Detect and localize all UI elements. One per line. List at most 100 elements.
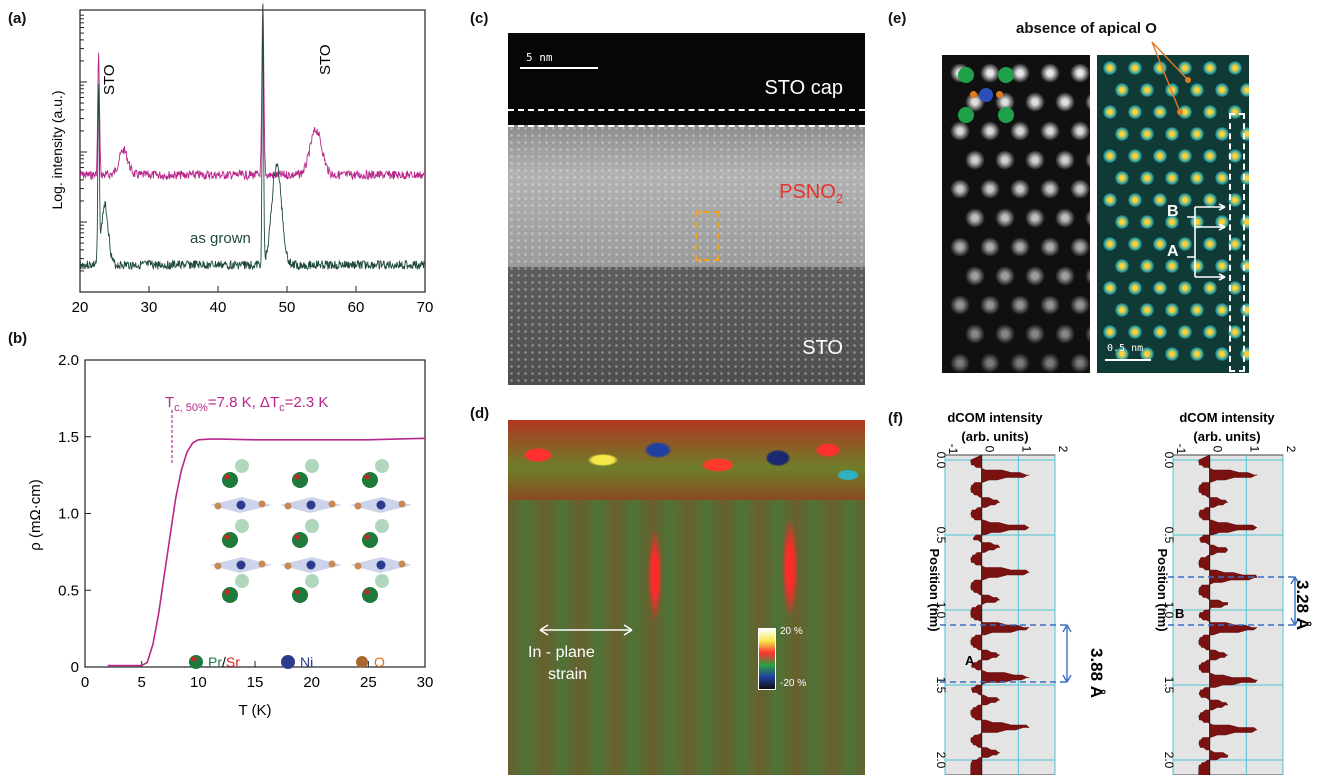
dcom-atom	[1215, 347, 1229, 361]
xrd-as-grown-label: as grown	[190, 230, 251, 247]
profile-xtick-label: 0	[983, 446, 997, 453]
o-atom	[284, 562, 292, 570]
o-atom	[354, 562, 362, 570]
atom-column	[1070, 353, 1090, 373]
atom-column	[950, 179, 970, 199]
atom-column	[965, 150, 985, 170]
f-left-label-a: A	[965, 653, 975, 668]
psno2-layer	[508, 125, 865, 267]
dcom-atom	[1140, 171, 1154, 185]
dcom-atom	[1153, 237, 1167, 251]
xrd-chart: 20 30 40 50 60 70 STO STO as grown Log. inten…	[49, 3, 433, 316]
atom-column	[1070, 295, 1090, 315]
dcom-atom	[1178, 193, 1192, 207]
scalebar-e-label: 0.5 nm	[1107, 343, 1144, 354]
haadf-stem-image: 5 nm STO cap PSNO2 STO	[508, 33, 865, 385]
dcom-atom	[1215, 259, 1229, 273]
atom-column	[980, 295, 1000, 315]
xrd-curve-as-grown	[79, 4, 426, 271]
pr-sr-atom	[235, 459, 249, 473]
in-plane-label-1: In - plane	[528, 644, 595, 661]
atom-column	[980, 179, 1000, 199]
o-atom	[354, 502, 362, 510]
pr-sr-atom	[292, 587, 308, 603]
dcom-atom	[1140, 127, 1154, 141]
ni-atom	[306, 560, 316, 570]
dcom-atom	[1153, 149, 1167, 163]
atom-column	[950, 353, 970, 373]
atom-column	[1040, 63, 1060, 83]
dcom-atom	[1203, 193, 1217, 207]
rho-ylabel: ρ (mΩ·cm)	[27, 479, 44, 550]
scale-max-label: 20 %	[780, 626, 803, 637]
dcom-atom	[1115, 347, 1129, 361]
scalebar-c	[520, 67, 598, 69]
panel-label-b: (b)	[8, 330, 28, 347]
pr-sr-atom	[235, 574, 249, 588]
atom-column	[1010, 121, 1030, 141]
lattice-texture	[508, 125, 865, 385]
dcom-atom	[1153, 325, 1167, 339]
dcom-atom	[1140, 83, 1154, 97]
pr-sr-atom	[375, 459, 389, 473]
atom-column	[950, 237, 970, 257]
svg-text:Ni: Ni	[300, 654, 313, 670]
dcom-atom	[1153, 105, 1167, 119]
rho-ytick-label: 0	[71, 659, 79, 676]
dcom-atom	[1203, 281, 1217, 295]
xrd-ylabel: Log. intensity (a.u.)	[49, 90, 65, 209]
crystal-structure-illustration	[210, 459, 412, 603]
profile-ytick-label: 1.5	[934, 677, 948, 694]
xrd-sto-label-2: STO	[317, 44, 334, 75]
atom-column	[995, 150, 1015, 170]
dcom-atom	[1165, 259, 1179, 273]
xrd-plot-frame	[79, 9, 426, 293]
pr-sr-atom	[235, 519, 249, 533]
profile-ytick-label: 1.0	[934, 602, 948, 619]
profile-xtick-label: 1	[1019, 446, 1033, 453]
dcom-atom	[1178, 237, 1192, 251]
ni-atom	[236, 560, 246, 570]
dcom-atom	[1115, 303, 1129, 317]
profile-ytick-label: 0.0	[934, 452, 948, 469]
rho-xtick-label: 25	[360, 674, 377, 691]
atom-column	[1040, 179, 1060, 199]
dcom-atom	[1165, 171, 1179, 185]
profile-xtick-label: 1	[1247, 446, 1261, 453]
dcom-atom	[1215, 127, 1229, 141]
atom-column	[1010, 237, 1030, 257]
pr-sr-atom	[362, 532, 378, 548]
sto-cap-label: STO cap	[764, 77, 843, 99]
profile-xtick-label: -1	[946, 444, 960, 455]
rho-ytick-label: 1.5	[58, 429, 79, 446]
dcom-profile	[1198, 454, 1258, 775]
ni-atom	[306, 500, 316, 510]
atom-column	[995, 208, 1015, 228]
dcom-atom	[1103, 237, 1117, 251]
dcom-atom	[1153, 193, 1167, 207]
o-atom	[258, 560, 266, 568]
dcom-atom	[1165, 303, 1179, 317]
f-left-title-1: dCOM intensity	[947, 410, 1043, 425]
o-atom	[328, 560, 336, 568]
panel-label-d: (d)	[470, 405, 490, 422]
profile-ytick-label: 2.0	[934, 752, 948, 769]
atom-column	[1025, 266, 1045, 286]
strain-map-top-band	[508, 420, 865, 500]
xrd-xtick-label: 60	[348, 299, 365, 316]
dcom-atom	[1140, 303, 1154, 317]
panel-label-c: (c)	[470, 10, 489, 27]
atom-column	[980, 63, 1000, 83]
dcom-atom	[1178, 281, 1192, 295]
atom-column	[965, 324, 985, 344]
dcom-atom	[1190, 127, 1204, 141]
dcom-atom	[1228, 193, 1242, 207]
dcom-atom	[1140, 259, 1154, 273]
o-atom	[214, 562, 222, 570]
apical-o-pointers	[1151, 41, 1191, 115]
rho-xtick-label: 10	[190, 674, 207, 691]
dcom-atom	[1140, 215, 1154, 229]
strain-hotspot-2	[782, 520, 798, 615]
rho-xlabel: T (K)	[238, 702, 271, 719]
f-left-title-2: (arb. units)	[961, 429, 1028, 444]
